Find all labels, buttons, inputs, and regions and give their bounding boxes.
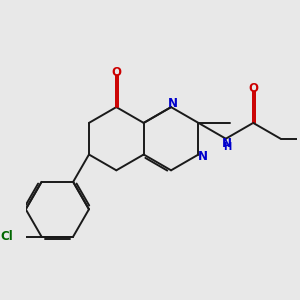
Text: O: O [248,82,258,95]
Text: N: N [198,149,208,163]
Text: N: N [222,137,232,150]
Text: Cl: Cl [0,230,13,243]
Text: O: O [111,66,121,79]
Text: N: N [168,97,178,110]
Text: H: H [223,142,231,152]
